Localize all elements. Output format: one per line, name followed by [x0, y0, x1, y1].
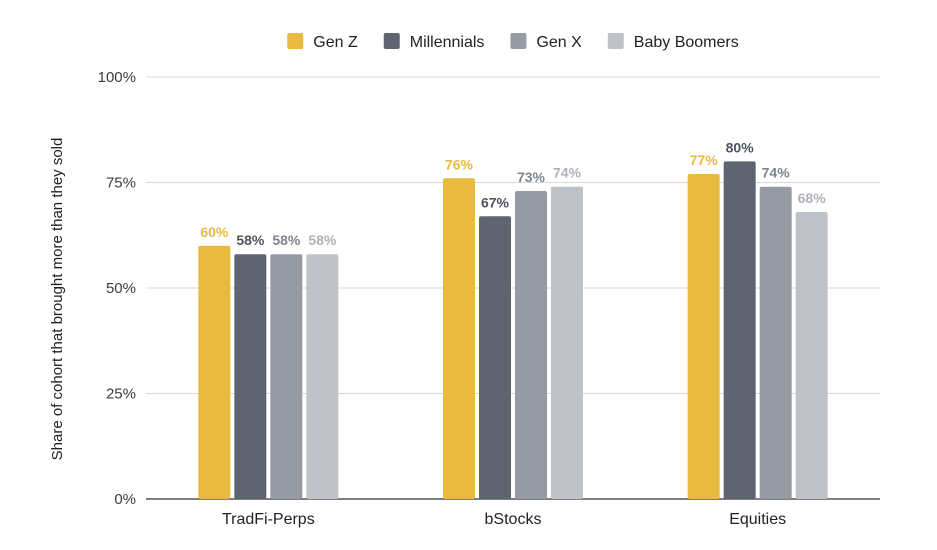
bars — [198, 161, 828, 500]
data-label: 58% — [272, 232, 301, 248]
data-label: 74% — [762, 165, 791, 181]
bar-millennials-tradfi-perps — [234, 254, 267, 499]
data-label: 73% — [517, 169, 546, 185]
legend-label: Gen X — [536, 34, 582, 51]
bar-gen-z-bstocks — [443, 178, 475, 499]
legend-label: Millennials — [410, 34, 485, 51]
y-axis-ticks: 0% 25% 50% 75% 100% — [98, 69, 136, 508]
data-label: 67% — [481, 194, 510, 210]
bar-gen-z-tradfi-perps — [198, 245, 231, 499]
legend-label: Gen Z — [313, 34, 358, 51]
bar-baby-boomers-equities — [795, 212, 828, 500]
data-label: 80% — [726, 139, 755, 155]
legend-swatch — [510, 33, 527, 49]
data-label: 58% — [236, 232, 265, 248]
x-category-label: Equities — [729, 511, 786, 528]
y-tick-label: 0% — [114, 491, 136, 508]
data-label: 58% — [308, 232, 337, 248]
bar-gen-x-bstocks — [515, 190, 547, 499]
y-tick-label: 100% — [98, 69, 136, 86]
data-label: 60% — [200, 224, 229, 240]
bar-millennials-bstocks — [479, 216, 511, 499]
bar-millennials-equities — [723, 161, 756, 499]
y-tick-label: 25% — [106, 386, 136, 403]
y-axis-title: Share of cohort that brought more than t… — [49, 138, 66, 461]
data-label: 74% — [553, 165, 582, 181]
x-category-label: TradFi-Perps — [222, 511, 315, 528]
legend-swatch — [287, 33, 304, 49]
data-label: 76% — [445, 156, 474, 172]
y-tick-label: 50% — [106, 280, 136, 297]
legend: Gen Z Millennials Gen X Baby Boomers — [287, 33, 739, 51]
bar-baby-boomers-bstocks — [551, 186, 583, 499]
x-category-label: bStocks — [485, 511, 542, 528]
legend-label: Baby Boomers — [634, 34, 739, 51]
data-labels: 60% 58% 58% 58% 76% 67% 73% 74% 77% 80% 74% 68% — [200, 139, 826, 248]
data-label: 77% — [690, 152, 719, 168]
legend-swatch — [383, 33, 400, 49]
gridlines — [146, 76, 880, 500]
legend-swatch — [607, 33, 624, 49]
bar-gen-x-tradfi-perps — [270, 254, 303, 499]
bar-gen-x-equities — [759, 186, 792, 499]
y-tick-label: 75% — [106, 175, 136, 192]
bar-gen-z-equities — [687, 174, 720, 499]
x-axis-categories: TradFi-Perps bStocks Equities — [222, 511, 786, 528]
bar-baby-boomers-tradfi-perps — [306, 254, 339, 499]
data-label: 68% — [798, 190, 827, 206]
